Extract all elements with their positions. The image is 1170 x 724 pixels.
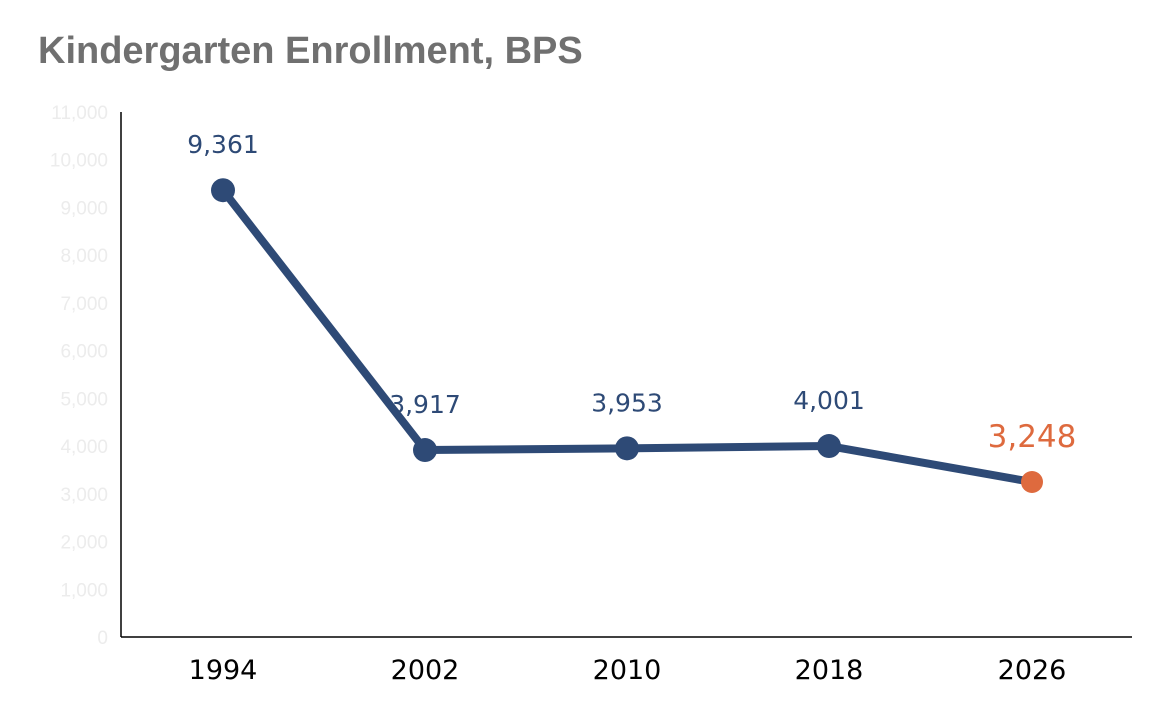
y-tick-label: 5,000 (60, 389, 108, 410)
x-tick-label: 2026 (998, 655, 1067, 686)
highlight-point (1021, 470, 1043, 493)
x-axis-ticks: 1994 2002 2010 2018 2026 (189, 655, 1067, 686)
axes (120, 112, 1132, 638)
x-tick-label: 2010 (593, 655, 662, 686)
y-tick-label: 7,000 (60, 294, 108, 315)
data-label: 3,917 (389, 390, 461, 419)
y-tick-label: 4,000 (60, 437, 108, 458)
data-point (211, 178, 235, 203)
y-tick-label: 10,000 (50, 151, 108, 172)
data-point (413, 438, 437, 463)
chart-title: Kindergarten Enrollment, BPS (38, 30, 583, 72)
y-tick-label: 3,000 (60, 485, 108, 506)
x-tick-label: 2018 (795, 655, 864, 686)
y-tick-label: 1,000 (60, 580, 108, 601)
y-tick-label: 0 (97, 628, 108, 649)
x-tick-label: 2002 (391, 655, 460, 686)
y-tick-label: 8,000 (60, 246, 108, 267)
y-tick-label: 11,000 (51, 103, 108, 124)
data-point (817, 434, 841, 459)
data-label: 9,361 (187, 130, 259, 159)
data-label: 4,001 (793, 386, 865, 415)
data-label: 3,248 (988, 419, 1077, 455)
series-group (211, 178, 1043, 493)
y-tick-label: 2,000 (60, 533, 108, 554)
data-point (615, 436, 639, 461)
y-tick-label: 6,000 (60, 342, 108, 363)
y-axis-ticks: 0 1,000 2,000 3,000 4,000 5,000 6,000 7,000 8,00… (50, 103, 108, 649)
x-tick-label: 1994 (189, 655, 258, 686)
data-label: 3,953 (591, 388, 663, 417)
data-labels: 9,361 3,917 3,953 4,001 3,248 (187, 130, 1076, 455)
y-tick-label: 9,000 (60, 198, 108, 219)
